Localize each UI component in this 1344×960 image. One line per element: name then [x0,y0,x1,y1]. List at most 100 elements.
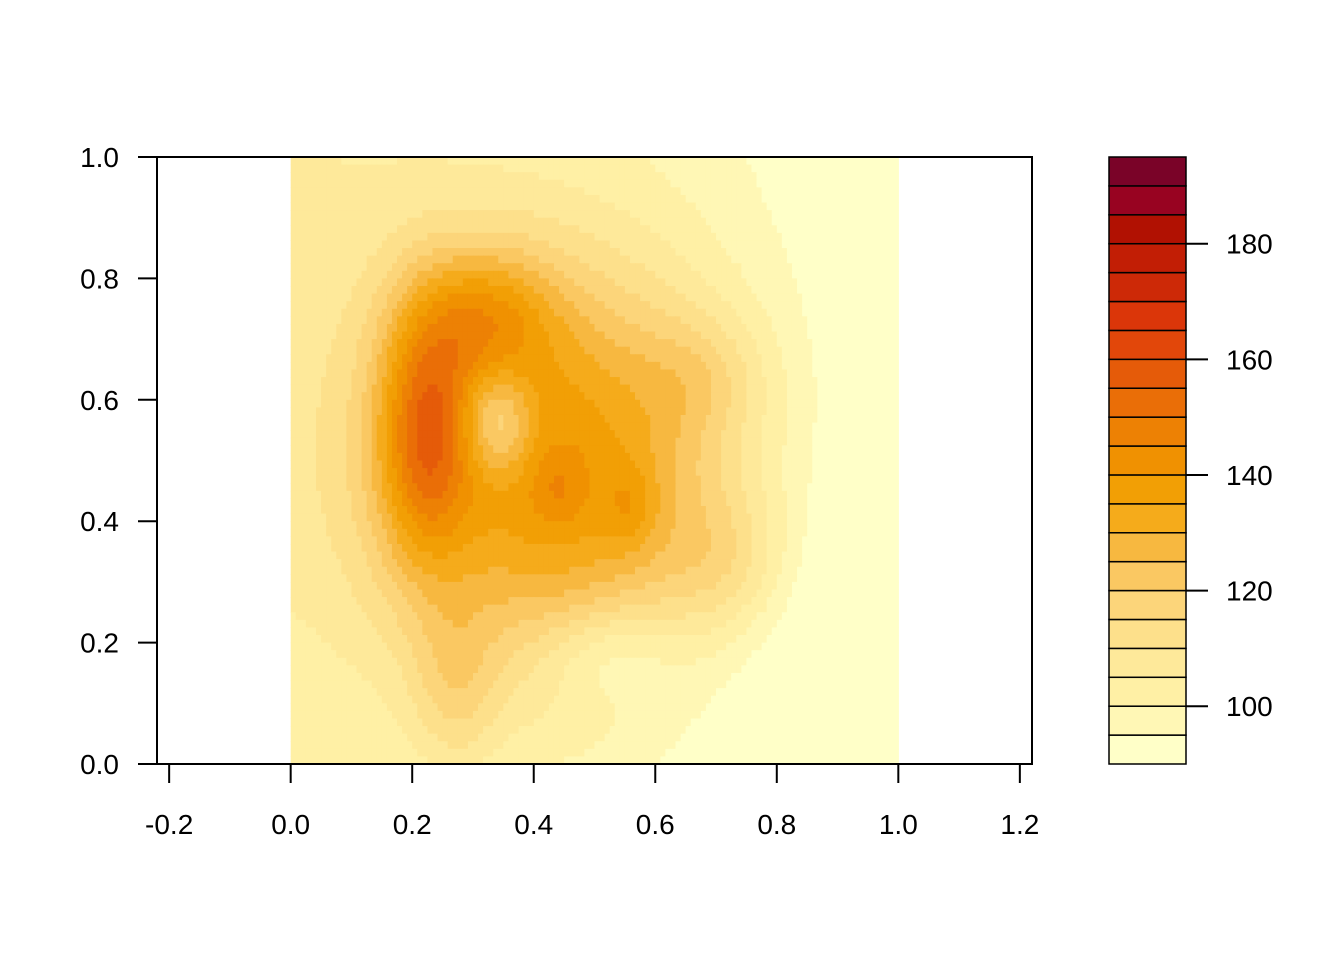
heatmap-cell [326,202,332,211]
heatmap-cell [878,377,884,386]
heatmap-cell [341,361,347,371]
heatmap-cell [513,202,520,211]
heatmap-cell [862,377,869,386]
heatmap-cell [290,445,297,454]
heatmap-cell [645,285,651,295]
heatmap-cell [407,285,413,295]
heatmap-cell [402,278,408,287]
heatmap-cell [447,278,454,287]
heatmap-cell [508,445,515,454]
heatmap-cell [776,225,783,234]
heatmap-cell [624,270,631,279]
heatmap-cell [655,354,661,363]
heatmap-cell [407,232,413,242]
heatmap-cell [766,407,773,416]
heatmap-cell [488,399,494,408]
heatmap-cell [447,369,454,378]
heatmap-cell [705,194,712,204]
heatmap-cell [867,460,874,469]
heatmap-cell [695,460,702,469]
heatmap-cell [721,248,727,257]
heatmap-cell [457,377,464,386]
heatmap-cell [366,422,373,431]
heatmap-cell [680,422,687,431]
heatmap-cell [690,255,697,264]
heatmap-cell [412,278,418,287]
heatmap-cell [538,460,545,469]
heatmap-cell [351,384,358,393]
heatmap-cell [786,285,793,295]
heatmap-cell [721,445,727,454]
heatmap-cell [533,377,540,386]
heatmap-cell [746,202,753,211]
heatmap-cell [675,210,682,219]
heatmap-cell [837,445,844,454]
heatmap-cell [493,194,499,204]
heatmap-cell [771,179,778,188]
heatmap-cell [503,179,510,188]
heatmap-cell [776,392,783,401]
heatmap-cell [797,240,803,249]
heatmap-cell [533,240,540,249]
heatmap-cell [807,248,813,257]
heatmap-cell [341,157,347,166]
heatmap-cell [574,240,580,249]
heatmap-cell [553,460,560,469]
heatmap-cell [569,339,575,348]
heatmap-cell [310,301,317,310]
heatmap-cell [376,414,383,424]
heatmap-cell [447,240,454,249]
heatmap-cell [346,422,353,431]
heatmap-cell [407,361,413,371]
heatmap-cell [888,384,894,393]
heatmap-cell [569,202,575,211]
heatmap-cell [321,187,327,196]
heatmap-cell [513,354,520,363]
heatmap-cell [523,293,530,302]
heatmap-cell [361,399,368,408]
heatmap-cell [437,369,444,378]
heatmap-cell [559,263,565,272]
heatmap-cell [619,430,626,439]
heatmap-cell [376,384,383,393]
heatmap-cell [660,399,666,408]
heatmap-cell [847,179,854,188]
heatmap-cell [660,172,666,181]
heatmap-cell [675,452,682,462]
heatmap-cell [331,164,337,173]
heatmap-cell [543,460,550,469]
heatmap-cell [629,407,636,416]
heatmap-cell [548,240,555,249]
heatmap-cell [447,301,454,310]
heatmap-cell [376,270,383,279]
heatmap-cell [564,217,570,226]
heatmap-cell [604,164,611,173]
heatmap-cell [883,377,889,386]
heatmap-cell [786,172,793,181]
heatmap-cell [295,179,302,188]
heatmap-cell [629,179,636,188]
heatmap-cell [756,187,763,196]
heatmap-cell [371,339,378,348]
heatmap-cell [857,354,864,363]
heatmap-cell [822,369,829,378]
heatmap-cell [488,346,494,355]
heatmap-cell [508,452,515,462]
heatmap-cell [862,240,869,249]
heatmap-cell [640,445,646,454]
heatmap-cell [842,399,849,408]
heatmap-cell [599,430,606,439]
heatmap-cell [594,157,601,166]
heatmap-cell [452,399,459,408]
heatmap-cell [731,285,737,295]
heatmap-cell [351,354,358,363]
heatmap-cell [847,460,854,469]
heatmap-cell [645,354,651,363]
heatmap-cell [751,278,758,287]
heatmap-cell [721,308,727,317]
heatmap-cell [351,392,358,401]
heatmap-cell [690,285,697,295]
heatmap-cell [376,187,383,196]
heatmap-cell [361,369,368,378]
heatmap-cell [493,255,499,264]
